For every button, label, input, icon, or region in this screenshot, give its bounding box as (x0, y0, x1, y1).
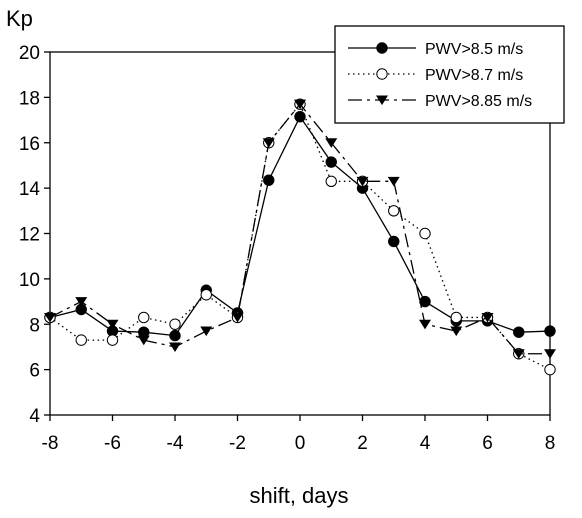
series-line (49, 115, 551, 337)
y-tick-label: 8 (29, 315, 40, 336)
data-point (294, 99, 306, 110)
data-point (44, 312, 56, 323)
data-point (106, 319, 119, 330)
series-2 (44, 98, 556, 376)
data-point (200, 326, 213, 337)
data-point (450, 326, 463, 337)
data-point (513, 326, 525, 338)
y-axis: 4 6 8 10 12 14 16 18 20 (19, 43, 50, 427)
data-point (419, 295, 431, 308)
x-tick-label: 0 (295, 433, 306, 454)
data-point (544, 363, 556, 376)
data-point (75, 297, 88, 307)
x-tick-label: 6 (482, 433, 493, 454)
data-point (294, 110, 306, 123)
data-point (544, 325, 556, 337)
legend-label: PWV>8.7 m/s (425, 67, 523, 84)
data-point (325, 156, 337, 168)
x-tick-label: 8 (545, 433, 556, 454)
x-tick-label: -4 (167, 433, 184, 454)
data-point (512, 349, 525, 359)
y-tick-label: 20 (19, 43, 40, 64)
data-point (137, 335, 150, 346)
data-point (388, 235, 400, 248)
y-tick-label: 10 (19, 270, 40, 291)
x-tick-label: -6 (104, 433, 121, 454)
data-point (388, 205, 400, 217)
series-layer (44, 98, 556, 376)
series-line (49, 103, 550, 355)
series-line (49, 102, 551, 371)
legend-marker (376, 95, 388, 106)
legend-marker (376, 42, 388, 54)
series-1 (44, 110, 556, 342)
x-axis-title: shift, days (249, 483, 348, 508)
data-point (450, 311, 462, 324)
legend-label: PWV>8.5 m/s (425, 41, 523, 58)
y-tick-label: 16 (19, 134, 40, 155)
data-point (263, 174, 275, 186)
data-point (169, 318, 181, 330)
legend-item: PWV>8.7 m/s (348, 67, 523, 84)
data-point (200, 289, 212, 301)
data-point (356, 176, 369, 187)
x-tick-label: -8 (42, 433, 59, 454)
data-point (419, 227, 431, 240)
y-tick-label: 6 (29, 361, 40, 382)
data-point (262, 138, 275, 148)
y-tick-label: 18 (19, 88, 40, 109)
data-point (481, 312, 494, 323)
data-point (544, 349, 556, 359)
data-point (387, 176, 400, 187)
x-tick-label: 4 (420, 433, 431, 454)
legend-marker (376, 68, 388, 80)
y-tick-label: 4 (29, 406, 40, 427)
legend-item: PWV>8.85 m/s (348, 93, 532, 110)
data-point (419, 319, 431, 330)
y-tick-label: 12 (19, 225, 40, 246)
y-axis-title: Kp (6, 6, 33, 31)
data-point (106, 334, 119, 346)
x-axis: -8 -6 -4 -2 0 2 4 6 8 (42, 415, 556, 454)
y-tick-label: 14 (19, 179, 41, 200)
data-point (325, 138, 338, 148)
data-point (75, 334, 87, 346)
data-point (138, 311, 150, 324)
x-tick-label: 2 (357, 433, 368, 454)
legend: PWV>8.5 m/s PWV>8.7 m/s PWV>8.85 m/s (334, 25, 565, 124)
data-point (231, 312, 244, 323)
legend-item: PWV>8.5 m/s (348, 41, 523, 58)
legend-label: PWV>8.85 m/s (425, 93, 532, 110)
series-3 (44, 99, 556, 359)
data-point (169, 342, 181, 353)
data-point (169, 329, 181, 342)
x-tick-label: -2 (229, 433, 246, 454)
data-point (325, 175, 337, 188)
